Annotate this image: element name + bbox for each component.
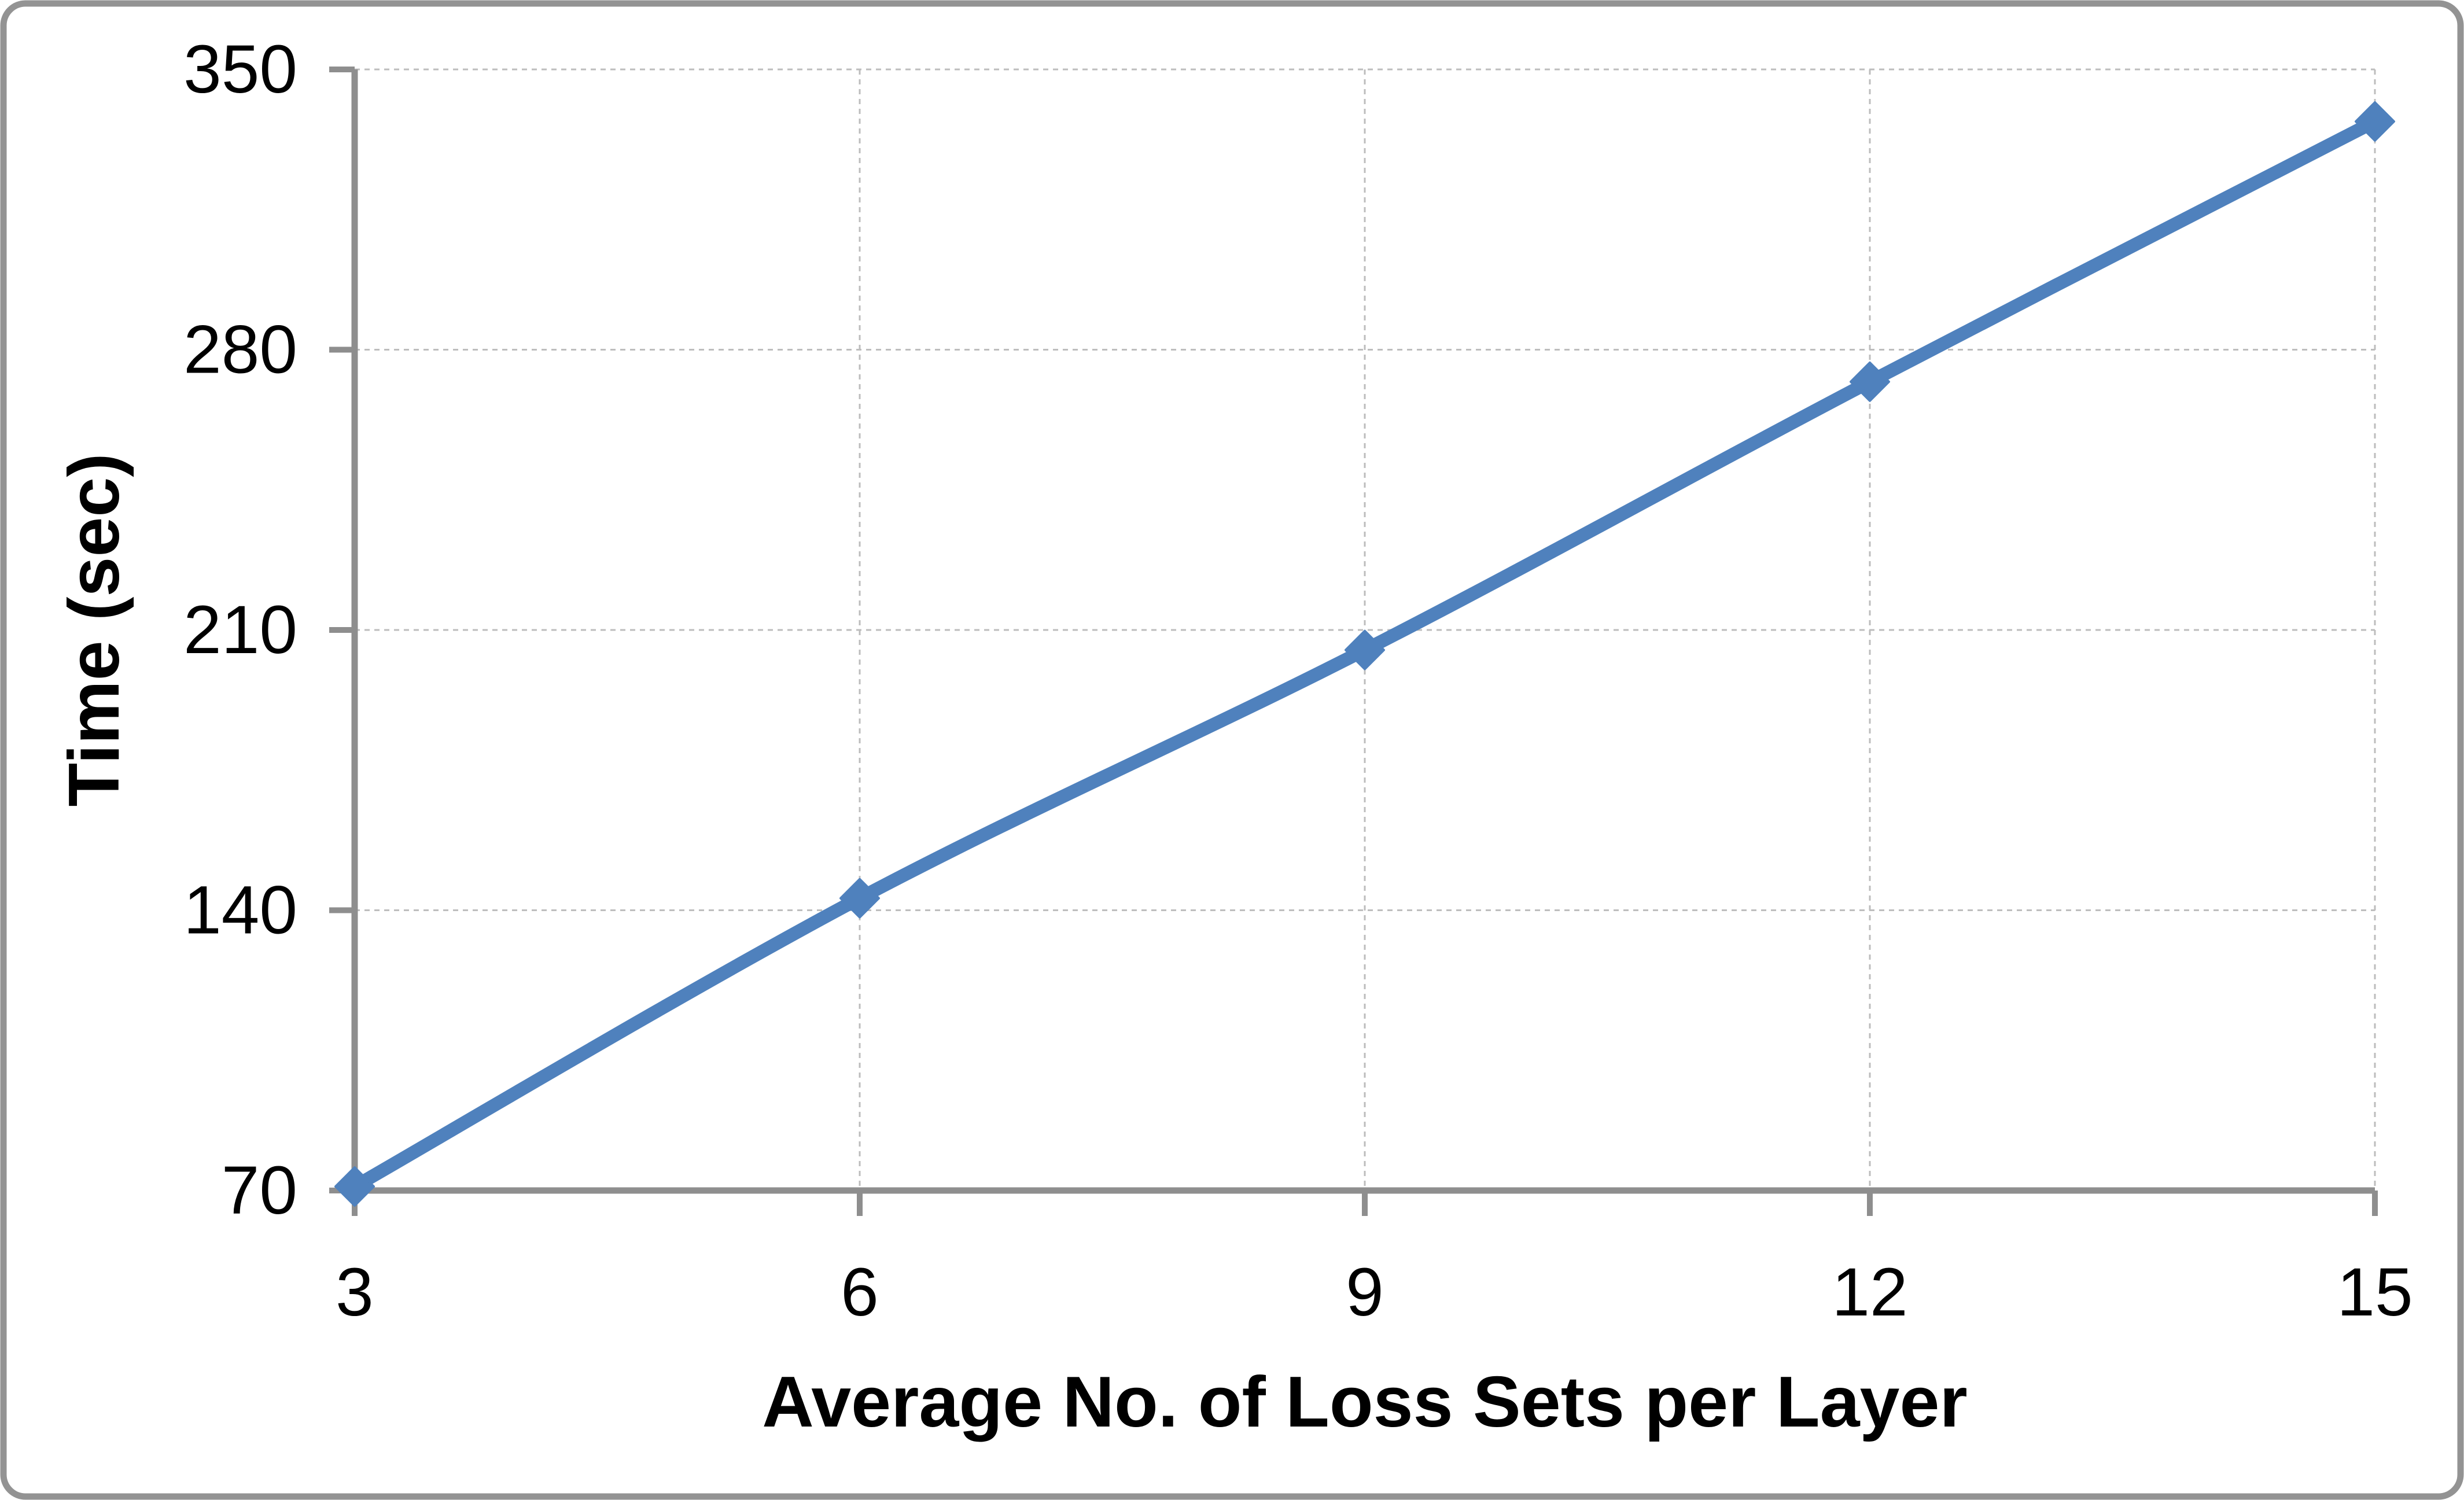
- series-layer: [334, 101, 2395, 1207]
- y-tick-label-350: 350: [183, 31, 297, 108]
- data-point-marker-x3: [334, 1166, 375, 1207]
- x-tick-label-6: 6: [841, 1254, 879, 1331]
- x-tick-label-9: 9: [1346, 1254, 1384, 1331]
- gridlines-layer: [355, 68, 2376, 1191]
- y-tick-label-280: 280: [183, 312, 297, 388]
- data-point-marker-x9: [1345, 629, 1385, 670]
- x-axis-title: Average No. of Loss Sets per Layer: [762, 1362, 1967, 1442]
- data-point-marker-x6: [839, 878, 880, 919]
- data-point-marker-x15: [2355, 101, 2395, 142]
- x-tick-label-12: 12: [1832, 1254, 1907, 1331]
- y-tick-label-140: 140: [183, 872, 297, 949]
- y-tick-label-70: 70: [222, 1152, 297, 1229]
- y-axis-title: Time (sec): [54, 453, 134, 806]
- tick-labels-layer: 70 140 210 280 350 3 6 9 12 15: [183, 31, 2413, 1331]
- y-tick-label-210: 210: [183, 592, 297, 668]
- data-point-marker-x12: [1850, 361, 1890, 402]
- x-tick-label-3: 3: [336, 1254, 374, 1331]
- x-tick-label-15: 15: [2337, 1254, 2413, 1331]
